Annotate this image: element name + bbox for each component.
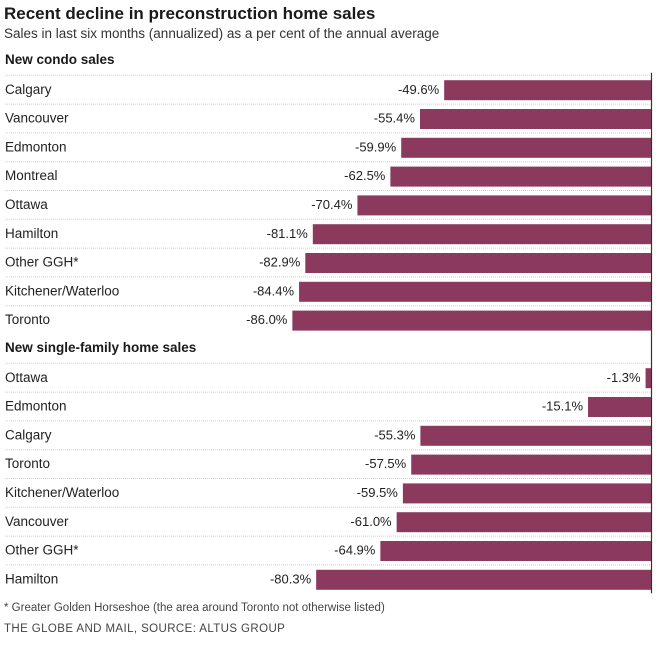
bar — [390, 166, 651, 187]
category-label: Kitchener/Waterloo — [5, 485, 119, 500]
bar — [316, 569, 651, 590]
category-label: Vancouver — [5, 111, 69, 126]
value-label: -84.4% — [253, 283, 295, 298]
bar — [396, 512, 651, 533]
category-label: Ottawa — [5, 370, 48, 385]
value-label: -61.0% — [350, 514, 392, 529]
category-label: Other GGH* — [5, 255, 79, 270]
category-label: Calgary — [5, 82, 52, 97]
bar — [357, 195, 651, 216]
value-label: -62.5% — [344, 168, 386, 183]
value-label: -59.5% — [357, 485, 399, 500]
bar — [411, 454, 651, 475]
chart-title: Recent decline in preconstruction home s… — [4, 4, 376, 23]
category-label: Montreal — [5, 168, 58, 183]
category-label: Kitchener/Waterloo — [5, 283, 119, 298]
value-label: -55.4% — [374, 111, 416, 126]
bar — [420, 425, 651, 446]
category-label: Toronto — [5, 456, 50, 471]
bar — [312, 224, 651, 245]
value-label: -81.1% — [267, 226, 309, 241]
category-label: Hamilton — [5, 226, 58, 241]
value-label: -80.3% — [270, 571, 312, 586]
category-label: Toronto — [5, 312, 50, 327]
bar — [401, 137, 651, 158]
value-label: -82.9% — [259, 255, 301, 270]
bar — [645, 368, 651, 389]
category-label: Hamilton — [5, 571, 58, 586]
group-title: New condo sales — [5, 52, 115, 67]
bar — [305, 253, 651, 273]
footnote: * Greater Golden Horseshoe (the area aro… — [4, 602, 385, 614]
value-label: -55.3% — [374, 427, 416, 442]
category-label: Edmonton — [5, 139, 67, 154]
group-title: New single-family home sales — [5, 340, 196, 355]
bar — [444, 80, 651, 101]
bar-chart: New condo sales Calgary -49.6% Vancouver -55… — [5, 52, 653, 594]
value-label: -57.5% — [365, 456, 407, 471]
value-label: -49.6% — [398, 82, 440, 97]
bar — [292, 310, 651, 331]
bar — [588, 397, 651, 417]
bar — [419, 109, 651, 129]
category-label: Ottawa — [5, 197, 48, 212]
category-label: Calgary — [5, 427, 52, 442]
source-credit: THE GLOBE AND MAIL, SOURCE: ALTUS GROUP — [4, 623, 286, 635]
value-label: -1.3% — [607, 370, 641, 385]
bar — [299, 281, 651, 302]
value-label: -70.4% — [311, 197, 353, 212]
value-label: -86.0% — [246, 312, 288, 327]
value-label: -59.9% — [355, 139, 397, 154]
category-label: Vancouver — [5, 514, 69, 529]
category-label: Edmonton — [5, 399, 67, 414]
category-label: Other GGH* — [5, 543, 79, 558]
value-label: -64.9% — [334, 543, 376, 558]
bar — [380, 541, 651, 561]
bar — [402, 483, 651, 504]
value-label: -15.1% — [542, 399, 584, 414]
chart-subtitle: Sales in last six months (annualized) as… — [4, 26, 440, 41]
